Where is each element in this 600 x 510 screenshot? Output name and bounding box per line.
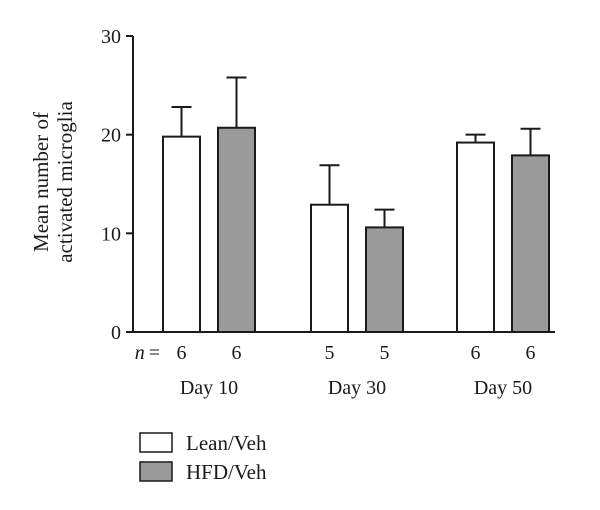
y-axis-title: Mean number of activated microglia: [29, 101, 77, 263]
n-symbol: n: [135, 342, 145, 364]
bar: [365, 226, 404, 333]
n-value-label: 5: [380, 342, 390, 364]
legend-swatch: [139, 461, 173, 482]
n-value-label: 6: [232, 342, 242, 364]
bar: [217, 126, 256, 334]
bar: [310, 203, 349, 333]
category-label: Day 50: [474, 377, 532, 399]
category-labels: Day 10 Day 30 Day 50: [180, 377, 532, 399]
bar: [511, 154, 550, 333]
n-value-label: 6: [177, 342, 187, 364]
y-axis-title-line-2: activated microglia: [53, 101, 77, 263]
category-label: Day 10: [180, 377, 238, 399]
n-value-label: 6: [526, 342, 536, 364]
y-axis: 0 10 20 30: [101, 26, 134, 344]
legend-label: Lean/Veh: [186, 431, 267, 455]
error-bars: [171, 76, 541, 228]
bars: [162, 126, 550, 334]
y-tick-label: 30: [101, 26, 121, 48]
bar: [162, 135, 201, 333]
n-labels: n = 6 5 6 6 5 6: [135, 342, 536, 364]
legend-label: HFD/Veh: [186, 460, 267, 484]
y-tick-label: 20: [101, 125, 121, 147]
legend-swatch: [139, 432, 173, 453]
legend: Lean/Veh HFD/Veh: [139, 431, 267, 484]
n-value-label: 6: [471, 342, 481, 364]
category-label: Day 30: [328, 377, 386, 399]
n-prefix-label: n =: [135, 342, 160, 364]
y-tick-label: 10: [101, 223, 121, 245]
n-value-label: 5: [325, 342, 335, 364]
bar: [456, 141, 495, 333]
y-axis-title-line-1: Mean number of: [29, 112, 53, 252]
y-tick-label: 0: [111, 322, 121, 344]
n-equals: =: [149, 342, 160, 364]
